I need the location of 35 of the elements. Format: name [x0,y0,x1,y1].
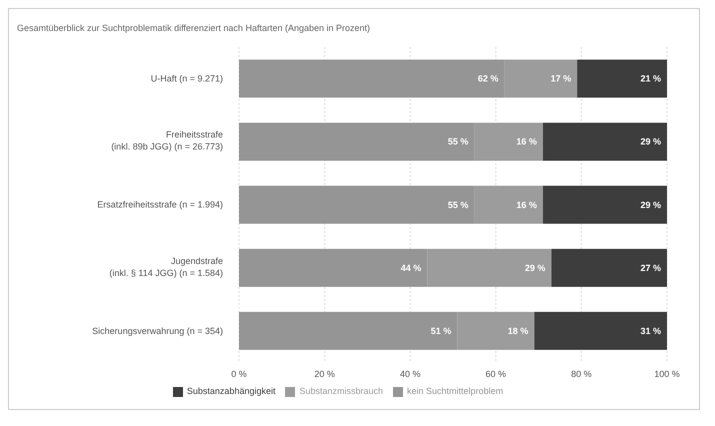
x-tick-label: 80 % [571,368,592,379]
data-label: 31 % [640,326,661,336]
legend-label: Substanzabhängigkeit [186,386,276,396]
bar [551,248,667,287]
y-tick-label: Sicherungsverwahrung (n = 354) [92,326,223,336]
y-tick-label: U-Haft (n = 9.271) [150,74,224,84]
data-label: 17 % [550,74,572,84]
data-label: 16 % [516,136,537,147]
bar [542,186,667,224]
x-tick-label: 100 % [654,368,680,379]
data-label: 29 % [640,200,661,210]
y-tick-label: Jugendstrafe (inkl. § 114 JGG) (n = 1.584) [109,256,223,278]
data-label: 55 % [448,136,468,147]
data-label: 29 % [524,262,546,273]
bar [577,60,667,98]
data-label: 51 % [430,326,452,336]
legend-label: kein Suchtmittelproblem [407,386,504,396]
bar [542,122,667,161]
data-label: 55 % [448,200,468,210]
data-label: 21 % [640,74,661,84]
x-tick-label: 60 % [486,368,506,379]
data-label: 44 % [400,262,422,273]
x-tick-label: 0 % [231,368,247,379]
x-tick-label: 20 % [314,368,335,379]
x-tick-label: 40 % [400,368,420,379]
data-label: 16 % [516,200,537,210]
bar [534,312,667,350]
legend-label: Substanzmissbrauch [299,386,384,396]
data-label: 18 % [508,326,528,336]
data-label: 27 % [640,262,661,273]
data-label: 29 % [640,136,661,147]
y-tick-label: Ersatzfreiheitsstrafe (n = 1.994) [97,200,223,210]
chart-title: Gesamtüberblick zur Suchtproblematik differenziert nach Haftarten (Angaben in Prozent) [16,22,372,35]
y-tick-label: Freiheitsstrafe (inkl. 89b JGG) (n = 26.773) [111,130,223,152]
data-label: 62 % [478,74,498,84]
